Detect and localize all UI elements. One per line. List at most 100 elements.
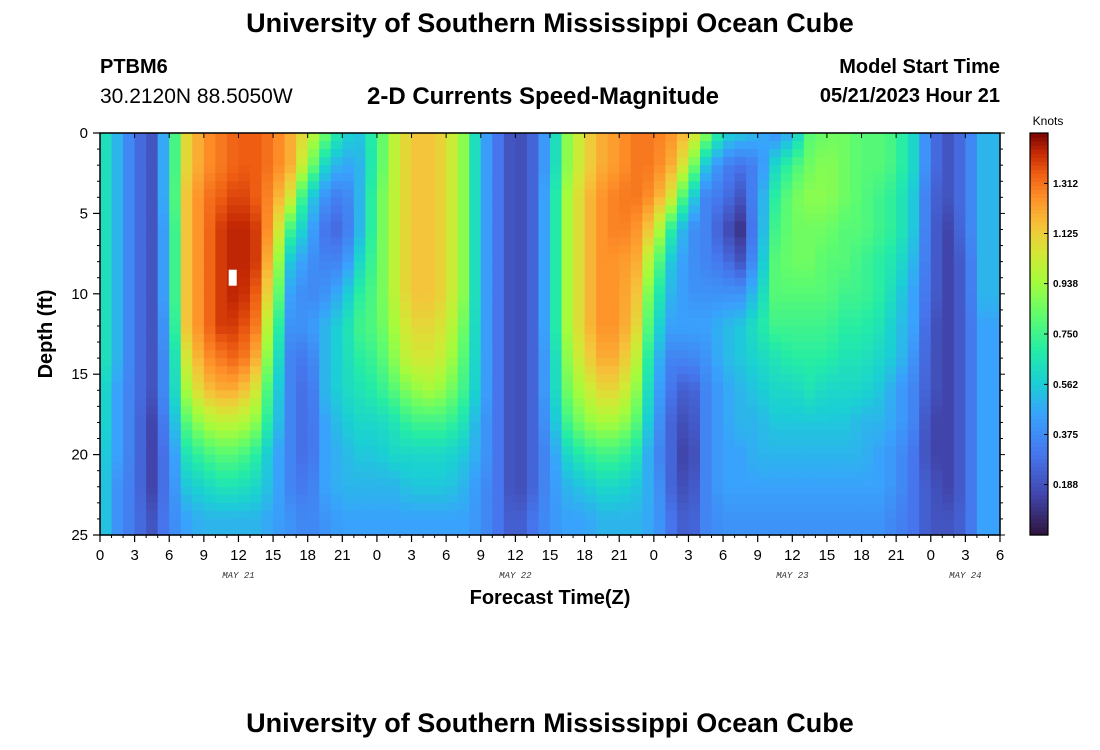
- heatmap-cell: [215, 358, 228, 367]
- heatmap-cell: [157, 526, 170, 536]
- heatmap-cell: [619, 325, 632, 335]
- heatmap-cell: [400, 342, 413, 351]
- heatmap-cell: [642, 334, 655, 343]
- heatmap-cell: [134, 510, 147, 520]
- heatmap-cell: [780, 366, 793, 375]
- heatmap-cell: [561, 213, 574, 223]
- heatmap-cell: [284, 165, 297, 174]
- heatmap-cell: [469, 486, 482, 496]
- heatmap-cell: [376, 470, 390, 480]
- heatmap-cell: [676, 221, 690, 231]
- heatmap-cell: [492, 205, 505, 214]
- heatmap-cell: [238, 334, 251, 343]
- heatmap-cell: [296, 237, 309, 247]
- heatmap-cell: [942, 237, 955, 247]
- heatmap-cell: [780, 374, 793, 383]
- heatmap-cell: [469, 422, 482, 432]
- heatmap-cell: [746, 454, 759, 464]
- heatmap-cell: [815, 253, 828, 263]
- heatmap-cell: [676, 430, 690, 440]
- colorbar-swatch: [1030, 402, 1048, 407]
- heatmap-cell: [319, 374, 332, 383]
- heatmap-cell: [919, 141, 932, 150]
- heatmap-cell: [157, 301, 170, 311]
- heatmap-cell: [850, 422, 863, 432]
- heatmap-cell: [261, 470, 274, 480]
- heatmap-cell: [792, 470, 805, 480]
- heatmap-cell: [826, 398, 840, 407]
- heatmap-cell: [688, 141, 701, 150]
- heatmap-cell: [111, 374, 124, 383]
- heatmap-cell: [215, 382, 228, 391]
- heatmap-cell: [457, 157, 470, 166]
- heatmap-cell: [815, 133, 828, 142]
- heatmap-cell: [757, 229, 770, 239]
- heatmap-cell: [573, 181, 586, 190]
- heatmap-cell: [134, 245, 147, 255]
- heatmap-cell: [930, 334, 943, 343]
- heatmap-cell: [388, 406, 401, 415]
- heatmap-cell: [930, 502, 943, 512]
- heatmap-cell: [607, 237, 620, 247]
- heatmap-cell: [850, 301, 863, 311]
- heatmap-cell: [953, 245, 966, 255]
- heatmap-cell: [907, 486, 920, 496]
- heatmap-cell: [273, 390, 286, 399]
- heatmap-cell: [734, 317, 747, 327]
- heatmap-cell: [457, 398, 470, 407]
- heatmap-cell: [861, 301, 874, 311]
- heatmap-cell: [826, 350, 840, 359]
- heatmap-cell: [238, 133, 251, 142]
- heatmap-cell: [526, 309, 540, 319]
- heatmap-cell: [100, 502, 113, 512]
- heatmap-cell: [226, 157, 240, 166]
- heatmap-cell: [423, 510, 436, 520]
- heatmap-cell: [734, 478, 747, 488]
- heatmap-cell: [861, 189, 874, 198]
- heatmap-cell: [653, 462, 666, 472]
- heatmap-cell: [780, 309, 793, 319]
- heatmap-cell: [596, 518, 609, 528]
- heatmap-cell: [180, 261, 193, 271]
- heatmap-cell: [723, 133, 736, 142]
- heatmap-cell: [123, 237, 136, 247]
- heatmap-cell: [965, 446, 978, 456]
- heatmap-cell: [815, 526, 828, 536]
- heatmap-cell: [953, 157, 966, 166]
- heatmap-cell: [930, 301, 943, 311]
- heatmap-cell: [561, 253, 574, 263]
- heatmap-cell: [665, 342, 678, 351]
- colorbar-swatch: [1030, 462, 1048, 468]
- heatmap-cell: [215, 237, 228, 247]
- heatmap-cell: [515, 518, 528, 528]
- heatmap-cell: [480, 293, 493, 303]
- heatmap-cell: [573, 414, 586, 424]
- heatmap-cell: [861, 518, 874, 528]
- heatmap-cell: [123, 342, 136, 351]
- heatmap-cell: [146, 382, 159, 391]
- heatmap-cell: [746, 229, 759, 239]
- heatmap-cell: [850, 325, 863, 335]
- heatmap-cell: [803, 245, 816, 255]
- heatmap-cell: [965, 261, 978, 271]
- heatmap-cell: [734, 486, 747, 496]
- heatmap-cell: [584, 494, 597, 504]
- heatmap-cell: [134, 342, 147, 351]
- heatmap-cell: [850, 430, 863, 440]
- heatmap-cell: [780, 382, 793, 391]
- heatmap-cell: [261, 237, 274, 247]
- heatmap-cell: [111, 462, 124, 472]
- heatmap-cell: [561, 366, 574, 375]
- heatmap-cell: [319, 358, 332, 367]
- heatmap-cell: [100, 269, 113, 279]
- heatmap-cell: [434, 446, 447, 456]
- heatmap-cell: [861, 181, 874, 190]
- heatmap-cell: [342, 293, 355, 303]
- heatmap-cell: [203, 510, 216, 520]
- heatmap-cell: [769, 301, 782, 311]
- heatmap-cell: [665, 422, 678, 432]
- heatmap-cell: [584, 454, 597, 464]
- heatmap-cell: [261, 149, 274, 158]
- heatmap-cell: [907, 301, 920, 311]
- heatmap-cell: [930, 374, 943, 383]
